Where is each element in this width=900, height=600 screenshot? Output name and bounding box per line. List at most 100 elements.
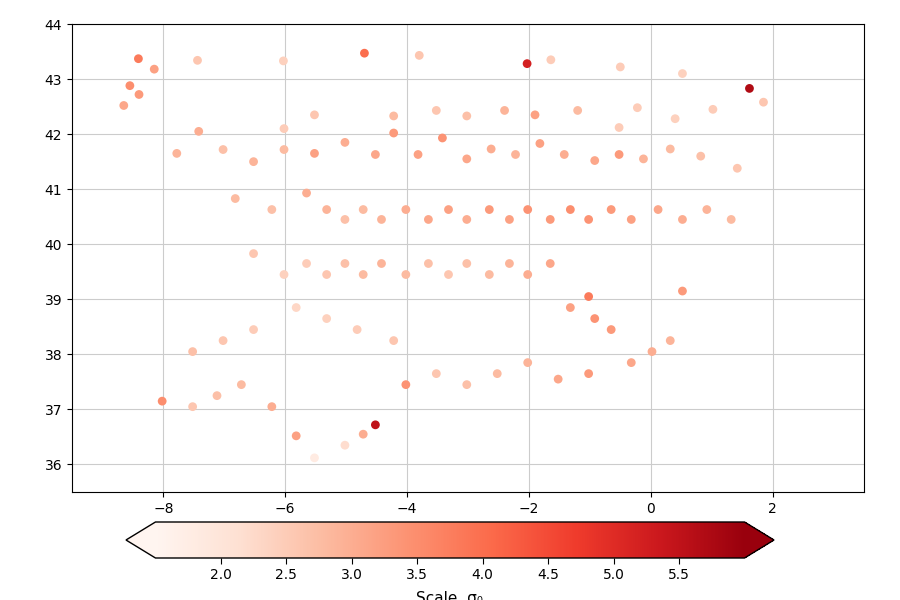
- Point: [636, 154, 651, 164]
- Point: [320, 205, 334, 214]
- Point: [289, 431, 303, 440]
- Point: [117, 101, 131, 110]
- Point: [436, 133, 450, 143]
- Point: [338, 440, 352, 450]
- Point: [484, 144, 499, 154]
- Point: [399, 380, 413, 389]
- Point: [399, 205, 413, 214]
- Point: [482, 270, 497, 280]
- Point: [588, 314, 602, 323]
- Point: [429, 369, 444, 379]
- Point: [412, 50, 427, 60]
- PathPatch shape: [744, 522, 774, 558]
- Point: [265, 205, 279, 214]
- Point: [624, 358, 638, 367]
- Point: [210, 391, 224, 400]
- Point: [228, 194, 242, 203]
- Point: [706, 104, 720, 114]
- Point: [386, 111, 400, 121]
- Point: [307, 110, 321, 119]
- Point: [498, 106, 512, 115]
- Point: [368, 420, 382, 430]
- Point: [410, 149, 425, 159]
- Point: [386, 128, 400, 138]
- Point: [399, 270, 413, 280]
- Point: [543, 259, 557, 268]
- Point: [300, 259, 314, 268]
- Point: [421, 215, 436, 224]
- Point: [441, 270, 455, 280]
- Point: [234, 380, 248, 389]
- Point: [557, 149, 572, 159]
- Point: [190, 56, 204, 65]
- Point: [307, 149, 321, 158]
- Point: [730, 163, 744, 173]
- Point: [527, 110, 542, 119]
- Point: [277, 124, 292, 133]
- Point: [122, 81, 137, 91]
- Point: [571, 106, 585, 115]
- Point: [543, 215, 557, 224]
- Point: [247, 249, 261, 259]
- Point: [131, 89, 146, 99]
- Point: [613, 62, 627, 72]
- Point: [276, 56, 291, 65]
- Point: [421, 259, 436, 268]
- Point: [374, 259, 389, 268]
- Point: [502, 259, 517, 268]
- PathPatch shape: [126, 522, 156, 558]
- Point: [289, 303, 303, 313]
- Point: [520, 358, 535, 367]
- Point: [651, 205, 665, 214]
- Point: [460, 215, 474, 224]
- Point: [338, 137, 352, 147]
- Point: [460, 111, 474, 121]
- Point: [604, 205, 618, 214]
- Point: [508, 149, 523, 159]
- Point: [265, 402, 279, 412]
- Point: [644, 347, 659, 356]
- Point: [356, 205, 371, 214]
- Point: [192, 127, 206, 136]
- Point: [588, 156, 602, 166]
- Point: [520, 270, 535, 280]
- Point: [320, 270, 334, 280]
- Point: [581, 215, 596, 224]
- Point: [724, 215, 738, 224]
- Point: [604, 325, 618, 334]
- Point: [551, 374, 565, 384]
- Point: [460, 380, 474, 389]
- Point: [581, 292, 596, 301]
- Point: [675, 215, 689, 224]
- Point: [668, 114, 682, 124]
- Point: [350, 325, 365, 334]
- Point: [544, 55, 558, 65]
- Point: [185, 402, 200, 412]
- Point: [300, 188, 314, 198]
- Point: [147, 64, 161, 74]
- Point: [441, 205, 455, 214]
- Point: [624, 215, 638, 224]
- Point: [663, 336, 678, 346]
- Point: [247, 325, 261, 334]
- Point: [338, 215, 352, 224]
- Point: [502, 215, 517, 224]
- Point: [277, 145, 292, 154]
- Point: [374, 215, 389, 224]
- Point: [694, 151, 708, 161]
- Point: [356, 430, 371, 439]
- Point: [563, 303, 578, 313]
- Point: [131, 54, 146, 64]
- Point: [675, 286, 689, 296]
- Point: [338, 259, 352, 268]
- Point: [460, 259, 474, 268]
- Point: [490, 369, 504, 379]
- Point: [630, 103, 644, 112]
- Point: [169, 149, 184, 158]
- Point: [185, 347, 200, 356]
- Point: [356, 270, 371, 280]
- Point: [482, 205, 497, 214]
- Point: [320, 314, 334, 323]
- X-axis label: Scale, σ₀: Scale, σ₀: [417, 591, 483, 600]
- Point: [742, 83, 757, 93]
